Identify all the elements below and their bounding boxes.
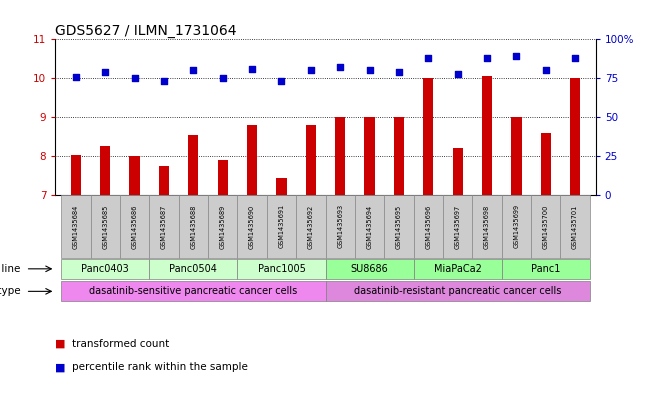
Bar (443, 195, 473, 257)
Bar (394, 117, 404, 195)
Bar (71, 156, 81, 195)
Text: cell line: cell line (0, 264, 20, 274)
Text: Panc0403: Panc0403 (81, 264, 129, 274)
Bar (423, 78, 434, 195)
Bar (384, 195, 413, 257)
Point (305, 67, 316, 73)
Text: dasatinib-resistant pancreatic cancer cells: dasatinib-resistant pancreatic cancer ce… (354, 286, 561, 296)
Bar (217, 160, 228, 195)
Bar (413, 259, 502, 279)
Bar (267, 195, 296, 257)
Bar (540, 133, 551, 195)
Point (130, 75, 140, 81)
Bar (120, 195, 149, 257)
Bar (159, 166, 169, 195)
Text: GSM1435692: GSM1435692 (308, 204, 314, 248)
Bar (306, 125, 316, 195)
Text: dasatinib-sensitive pancreatic cancer cells: dasatinib-sensitive pancreatic cancer ce… (89, 286, 298, 296)
Text: GSM1435689: GSM1435689 (220, 204, 226, 248)
Text: transformed count: transformed count (72, 339, 169, 349)
Text: GSM1435697: GSM1435697 (454, 204, 461, 248)
Bar (149, 195, 178, 257)
Bar (326, 281, 590, 301)
Text: GSM1435691: GSM1435691 (279, 204, 284, 248)
Point (394, 69, 404, 75)
Point (423, 55, 434, 61)
Bar (178, 195, 208, 257)
Bar (61, 195, 90, 257)
Point (100, 69, 111, 75)
Point (217, 75, 228, 81)
Bar (502, 259, 590, 279)
Bar (365, 117, 375, 195)
Text: ■: ■ (55, 339, 66, 349)
Bar (355, 195, 384, 257)
Bar (247, 125, 257, 195)
Text: GSM1435690: GSM1435690 (249, 204, 255, 248)
Bar (511, 117, 521, 195)
Bar (276, 178, 286, 195)
Bar (90, 195, 120, 257)
Text: GSM1435696: GSM1435696 (425, 204, 431, 248)
Point (276, 78, 286, 84)
Bar (570, 78, 580, 195)
Bar (238, 195, 267, 257)
Bar (531, 195, 561, 257)
Bar (61, 281, 326, 301)
Bar (502, 195, 531, 257)
Bar (413, 195, 443, 257)
Text: GSM1435699: GSM1435699 (514, 204, 519, 248)
Text: GSM1435684: GSM1435684 (73, 204, 79, 249)
Text: ■: ■ (55, 362, 66, 373)
Point (540, 67, 551, 73)
Text: Panc1: Panc1 (531, 264, 561, 274)
Text: GSM1435694: GSM1435694 (367, 204, 372, 248)
Point (452, 70, 463, 77)
Bar (473, 195, 502, 257)
Text: GSM1435687: GSM1435687 (161, 204, 167, 249)
Text: GSM1435686: GSM1435686 (132, 204, 137, 249)
Text: GSM1435685: GSM1435685 (102, 204, 108, 249)
Bar (335, 117, 345, 195)
Text: GSM1435688: GSM1435688 (190, 204, 197, 249)
Text: GDS5627 / ILMN_1731064: GDS5627 / ILMN_1731064 (55, 24, 237, 38)
Bar (326, 259, 413, 279)
Bar (452, 149, 463, 195)
Text: percentile rank within the sample: percentile rank within the sample (72, 362, 247, 373)
Point (71, 73, 81, 80)
Point (511, 53, 521, 60)
Text: GSM1435693: GSM1435693 (337, 204, 343, 248)
Point (335, 64, 346, 70)
Bar (296, 195, 326, 257)
Text: SU8686: SU8686 (351, 264, 389, 274)
Point (159, 78, 169, 84)
Text: Panc1005: Panc1005 (258, 264, 305, 274)
Text: GSM1435701: GSM1435701 (572, 204, 578, 248)
Text: MiaPaCa2: MiaPaCa2 (434, 264, 482, 274)
Point (570, 55, 580, 61)
Bar (61, 259, 149, 279)
Text: cell type: cell type (0, 286, 20, 296)
Point (247, 66, 257, 72)
Bar (130, 156, 140, 195)
Text: GSM1435695: GSM1435695 (396, 204, 402, 248)
Text: GSM1435700: GSM1435700 (543, 204, 549, 249)
Point (482, 55, 492, 61)
Bar (326, 195, 355, 257)
Point (365, 67, 375, 73)
Bar (100, 147, 111, 195)
Text: Panc0504: Panc0504 (169, 264, 217, 274)
Bar (482, 76, 492, 195)
Bar (149, 259, 238, 279)
Text: GSM1435698: GSM1435698 (484, 204, 490, 248)
Bar (208, 195, 238, 257)
Bar (561, 195, 590, 257)
Bar (238, 259, 326, 279)
Bar (188, 135, 199, 195)
Point (188, 67, 199, 73)
